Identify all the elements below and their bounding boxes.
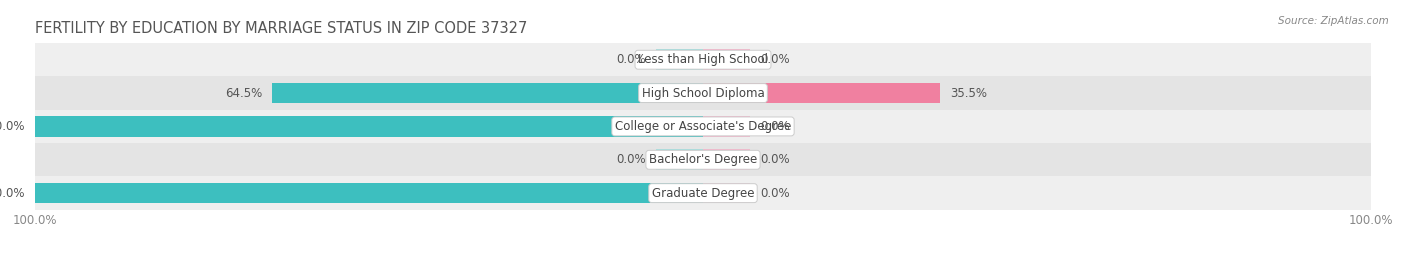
Text: 0.0%: 0.0% — [759, 153, 789, 166]
Text: 100.0%: 100.0% — [0, 120, 25, 133]
Text: Bachelor's Degree: Bachelor's Degree — [650, 153, 756, 166]
Bar — [273, 83, 703, 103]
Text: Graduate Degree: Graduate Degree — [652, 187, 754, 200]
Bar — [703, 83, 941, 103]
Bar — [35, 110, 1371, 143]
Bar — [35, 143, 1371, 176]
Bar — [35, 183, 703, 203]
Text: High School Diploma: High School Diploma — [641, 87, 765, 100]
Text: 0.0%: 0.0% — [759, 53, 789, 66]
Bar — [657, 150, 703, 170]
Bar — [657, 49, 703, 70]
Text: 100.0%: 100.0% — [0, 187, 25, 200]
Text: College or Associate's Degree: College or Associate's Degree — [614, 120, 792, 133]
Text: 0.0%: 0.0% — [759, 120, 789, 133]
Bar — [703, 116, 749, 137]
Text: 0.0%: 0.0% — [617, 153, 647, 166]
Text: 35.5%: 35.5% — [950, 87, 987, 100]
Text: Less than High School: Less than High School — [638, 53, 768, 66]
Bar — [35, 116, 703, 137]
Text: 0.0%: 0.0% — [617, 53, 647, 66]
Text: 0.0%: 0.0% — [759, 187, 789, 200]
Bar — [703, 49, 749, 70]
Text: FERTILITY BY EDUCATION BY MARRIAGE STATUS IN ZIP CODE 37327: FERTILITY BY EDUCATION BY MARRIAGE STATU… — [35, 21, 527, 36]
Bar — [35, 76, 1371, 110]
Bar — [35, 43, 1371, 76]
Bar — [703, 183, 749, 203]
Bar — [35, 176, 1371, 210]
Text: 64.5%: 64.5% — [225, 87, 262, 100]
Bar — [703, 150, 749, 170]
Text: Source: ZipAtlas.com: Source: ZipAtlas.com — [1278, 16, 1389, 26]
